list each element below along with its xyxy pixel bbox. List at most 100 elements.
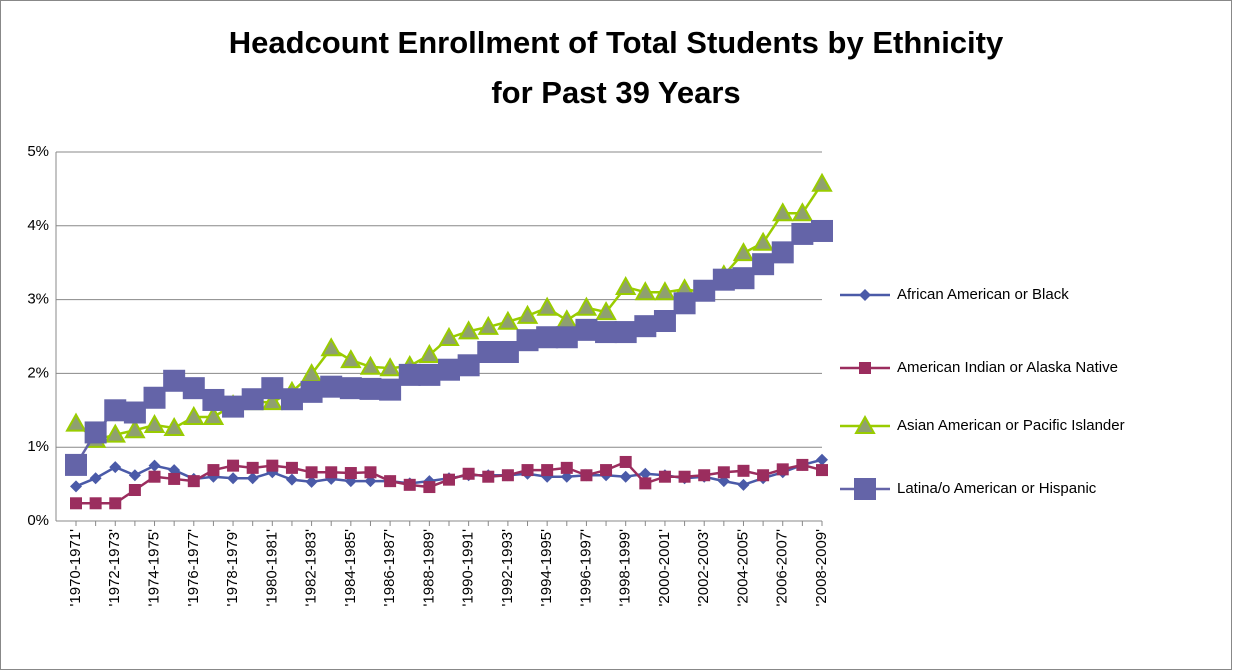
marker — [143, 414, 166, 434]
y-tick-label: 2% — [27, 364, 49, 381]
x-tick-label: '1992-1993' — [499, 529, 516, 607]
marker — [673, 292, 696, 315]
marker — [70, 480, 82, 493]
marker — [320, 337, 342, 357]
marker — [364, 466, 377, 479]
marker — [516, 304, 539, 324]
x-tick-label: '1978-1979' — [224, 529, 241, 607]
marker — [457, 354, 480, 377]
marker — [359, 377, 382, 400]
marker — [639, 467, 652, 480]
marker — [222, 395, 245, 418]
marker — [340, 349, 362, 369]
marker — [280, 388, 303, 411]
marker — [359, 355, 382, 375]
marker — [816, 464, 828, 477]
legend-marker — [859, 289, 871, 301]
marker — [227, 459, 240, 472]
legend-label: American Indian or Alaska Native — [897, 359, 1118, 376]
marker — [89, 472, 102, 485]
marker — [560, 461, 573, 474]
marker — [457, 320, 480, 340]
x-tick-label: '2002-2003' — [695, 529, 712, 607]
marker — [418, 363, 441, 386]
marker — [497, 310, 519, 330]
marker — [698, 469, 711, 482]
marker — [501, 469, 514, 482]
series — [70, 455, 828, 510]
legend-marker — [854, 478, 876, 500]
marker — [65, 453, 87, 476]
marker — [462, 467, 475, 480]
marker — [757, 469, 770, 482]
legend-label: Latina/o American or Hispanic — [897, 480, 1097, 497]
marker — [639, 477, 652, 490]
marker — [104, 423, 126, 443]
x-tick-label: '1982-1983' — [303, 529, 320, 607]
x-tick-label: '1984-1985' — [342, 529, 359, 607]
marker — [325, 466, 338, 479]
marker — [261, 391, 284, 411]
marker — [202, 405, 225, 425]
marker — [438, 326, 460, 346]
marker — [128, 469, 141, 482]
marker — [600, 464, 613, 477]
marker — [128, 484, 141, 497]
marker — [752, 253, 775, 276]
chart-title: Headcount Enrollment of Total Students b… — [229, 25, 1004, 60]
marker — [403, 478, 416, 491]
marker — [796, 458, 809, 471]
marker — [143, 386, 166, 409]
marker — [536, 296, 558, 316]
marker — [163, 416, 185, 437]
marker — [658, 470, 671, 483]
marker — [109, 497, 122, 510]
marker — [320, 375, 343, 398]
marker — [595, 301, 617, 321]
marker — [811, 219, 833, 242]
marker — [89, 497, 102, 510]
marker — [438, 358, 460, 381]
x-tick-label: '1988-1989' — [420, 529, 437, 607]
marker — [123, 401, 146, 424]
marker — [732, 242, 755, 262]
marker — [521, 464, 534, 477]
x-tick-label: '2006-2007' — [774, 529, 791, 607]
marker — [305, 475, 318, 488]
marker — [187, 475, 200, 488]
marker — [776, 463, 789, 476]
marker — [109, 461, 122, 474]
legend-marker — [854, 414, 876, 434]
y-tick-label: 0% — [27, 512, 49, 529]
marker — [182, 377, 205, 400]
legend-label: African American or Black — [897, 286, 1069, 303]
x-tick-label: '2000-2001' — [656, 529, 673, 607]
marker — [241, 388, 264, 411]
marker — [305, 466, 318, 479]
marker — [285, 461, 298, 474]
marker — [477, 340, 500, 363]
marker — [737, 478, 750, 491]
marker — [737, 464, 750, 477]
x-tick-label: '1998-1999' — [617, 529, 634, 607]
marker — [300, 380, 323, 403]
marker — [183, 405, 205, 425]
marker — [693, 279, 716, 302]
marker — [717, 466, 730, 479]
x-tick-label: '2004-2005' — [734, 529, 751, 607]
marker — [266, 459, 279, 472]
y-tick-label: 5% — [27, 143, 49, 160]
x-tick-label: '1994-1995' — [538, 529, 555, 607]
marker — [619, 470, 632, 483]
marker — [379, 378, 402, 401]
marker — [246, 472, 259, 485]
y-tick-label: 1% — [27, 438, 49, 455]
marker — [339, 377, 362, 400]
marker — [418, 343, 441, 363]
marker — [555, 326, 578, 349]
marker — [772, 202, 794, 222]
marker — [443, 473, 455, 486]
y-tick-label: 4% — [27, 217, 49, 234]
marker — [595, 321, 618, 344]
